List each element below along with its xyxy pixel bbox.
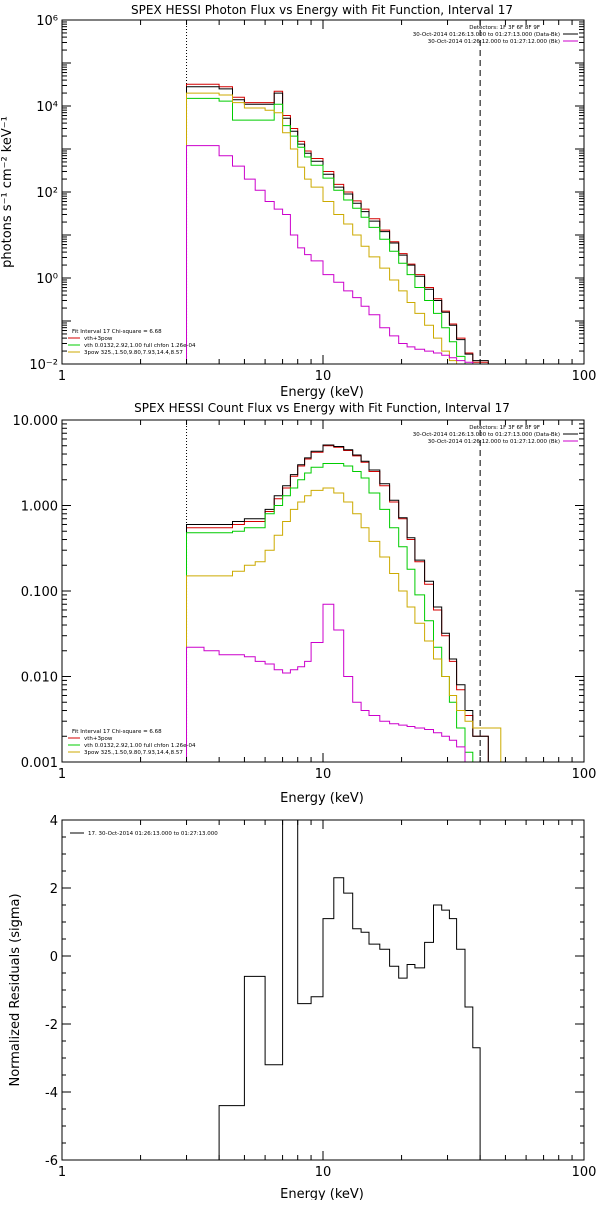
count-legend-top: Detectors: 1F 3F 6F 8F 9F 30-Oct-2014 01… bbox=[413, 425, 578, 445]
count-legend-bottom-line-0: Fit Interval 17 Chi-square = 6.68 bbox=[72, 729, 162, 735]
photon-legend-top: Detectors: 1F 3F 6F 8F 9F 30-Oct-2014 01… bbox=[413, 25, 578, 45]
photon-y-tick-label: 10⁴ bbox=[36, 100, 58, 115]
residuals-panel: 1 10 100 -6 -4 -2 0 2 4 Energy (keV) Normalized … bbox=[8, 814, 596, 1202]
count-flux-panel: SPEX HESSI Count Flux vs Energy with Fit… bbox=[13, 401, 597, 806]
count-y-tick-label: 1.000 bbox=[21, 500, 58, 515]
residuals-axes: 1 10 100 -6 -4 -2 0 2 4 bbox=[45, 814, 596, 1180]
count-legend-bottom-line-2: vth 0.0132,2.92,1.00 full chfon 1.26e-04 bbox=[84, 743, 196, 749]
photon-series-vth-3pow bbox=[186, 83, 489, 364]
residual-y-tick-label: -2 bbox=[45, 1018, 58, 1033]
residual-y-tick-label: -4 bbox=[45, 1086, 58, 1101]
count-legend-bottom: Fit Interval 17 Chi-square = 6.68 vth+3p… bbox=[68, 729, 196, 756]
residual-x-tick-label: 100 bbox=[572, 1165, 597, 1180]
count-legend-bottom-line-1: vth+3pow bbox=[84, 736, 113, 742]
count-x-tick-label: 100 bbox=[572, 767, 597, 782]
residual-x-tick-label: 1 bbox=[58, 1165, 66, 1180]
photon-series-bk bbox=[186, 145, 489, 365]
count-legend-top-line-0: Detectors: 1F 3F 6F 8F 9F bbox=[469, 425, 540, 431]
count-series-bk bbox=[186, 603, 466, 762]
photon-legend-bottom-line-2: vth 0.0132,2.92,1.00 full chfon 1.26e-04 bbox=[84, 343, 196, 349]
photon-legend-bottom-line-3: 3pow 325.,1.50,9.80,7.93,14.4,8.57 bbox=[84, 350, 183, 356]
residuals-x-axis-label: Energy (keV) bbox=[280, 1187, 364, 1200]
residual-series-17-30-oct-2014-01-26-13-000- bbox=[186, 819, 481, 1161]
photon-axes: 1 10 100 10⁻² 10⁰ 10² 10⁴ 10⁶ bbox=[29, 14, 596, 384]
count-plot-frame bbox=[61, 419, 585, 763]
residuals-legend: 17. 30-Oct-2014 01:26:13.000 to 01:27:13… bbox=[70, 831, 218, 837]
count-legend-bottom-line-3: 3pow 325.,1.50,9.80,7.93,14.4,8.57 bbox=[84, 750, 183, 756]
photon-y-tick-label: 10² bbox=[36, 186, 58, 201]
residuals-plot-area bbox=[186, 819, 481, 1161]
photon-x-axis-label: Energy (keV) bbox=[280, 385, 364, 400]
photon-legend-bottom: Fit Interval 17 Chi-square = 6.68 vth+3p… bbox=[68, 329, 196, 356]
photon-y-tick-label: 10⁶ bbox=[36, 14, 58, 29]
count-axes: 1 10 100 0.001 0.010 0.100 1.000 10.000 bbox=[13, 414, 597, 782]
count-panel-title: SPEX HESSI Count Flux vs Energy with Fit… bbox=[134, 401, 510, 415]
photon-series-vth bbox=[186, 97, 473, 365]
residual-y-tick-label: -6 bbox=[45, 1154, 58, 1169]
residuals-legend-line-0: 17. 30-Oct-2014 01:26:13.000 to 01:27:13… bbox=[88, 831, 218, 837]
residual-y-tick-label: 0 bbox=[50, 950, 58, 965]
count-y-tick-label: 0.001 bbox=[21, 756, 58, 771]
count-series-vth-3pow bbox=[186, 445, 489, 762]
count-y-tick-label: 0.100 bbox=[21, 585, 58, 600]
photon-plot-frame bbox=[61, 19, 585, 365]
count-y-tick-label: 10.000 bbox=[13, 414, 59, 429]
photon-series-3pow bbox=[186, 92, 458, 364]
photon-legend-top-line-0: Detectors: 1F 3F 6F 8F 9F bbox=[469, 25, 540, 31]
photon-legend-bottom-line-1: vth+3pow bbox=[84, 336, 113, 342]
photon-x-tick-label: 100 bbox=[572, 369, 597, 384]
photon-legend-top-line-2: 30-Oct-2014 01:26:12.000 to 01:27:12.000… bbox=[428, 39, 560, 45]
photon-plot-area bbox=[186, 20, 489, 365]
photon-y-tick-label: 10⁰ bbox=[36, 272, 58, 287]
photon-x-tick-label: 10 bbox=[315, 369, 332, 384]
photon-x-tick-label: 1 bbox=[58, 369, 66, 384]
residual-x-tick-label: 10 bbox=[315, 1165, 332, 1180]
photon-flux-panel: SPEX HESSI Photon Flux vs Energy with Fi… bbox=[0, 3, 596, 400]
residual-y-tick-label: 4 bbox=[50, 814, 58, 829]
count-series-vth bbox=[186, 463, 474, 762]
count-x-tick-label: 1 bbox=[58, 767, 66, 782]
count-x-axis-label: Energy (keV) bbox=[280, 791, 364, 806]
photon-y-tick-label: 10⁻² bbox=[29, 358, 58, 373]
residuals-plot-frame bbox=[61, 819, 585, 1161]
count-x-tick-label: 10 bbox=[315, 767, 332, 782]
photon-y-axis-label: photons s⁻¹ cm⁻² keV⁻¹ bbox=[0, 116, 15, 268]
photon-series-data-bk bbox=[186, 86, 489, 364]
residuals-y-axis-label: Normalized Residuals (sigma) bbox=[8, 893, 23, 1086]
count-plot-area bbox=[186, 420, 502, 762]
count-legend-top-line-1: 30-Oct-2014 01:26:13.000 to 01:27:13.000… bbox=[413, 432, 560, 438]
photon-panel-title: SPEX HESSI Photon Flux vs Energy with Fi… bbox=[131, 3, 513, 17]
photon-legend-bottom-line-0: Fit Interval 17 Chi-square = 6.68 bbox=[72, 329, 162, 335]
count-legend-top-line-2: 30-Oct-2014 01:26:12.000 to 01:27:12.000… bbox=[428, 439, 560, 445]
count-series-3pow bbox=[186, 487, 502, 762]
count-y-tick-label: 0.010 bbox=[21, 671, 58, 686]
residual-y-tick-label: 2 bbox=[50, 882, 58, 897]
photon-legend-top-line-1: 30-Oct-2014 01:26:13.000 to 01:27:13.000… bbox=[413, 32, 560, 38]
count-series-data-bk bbox=[186, 444, 489, 762]
